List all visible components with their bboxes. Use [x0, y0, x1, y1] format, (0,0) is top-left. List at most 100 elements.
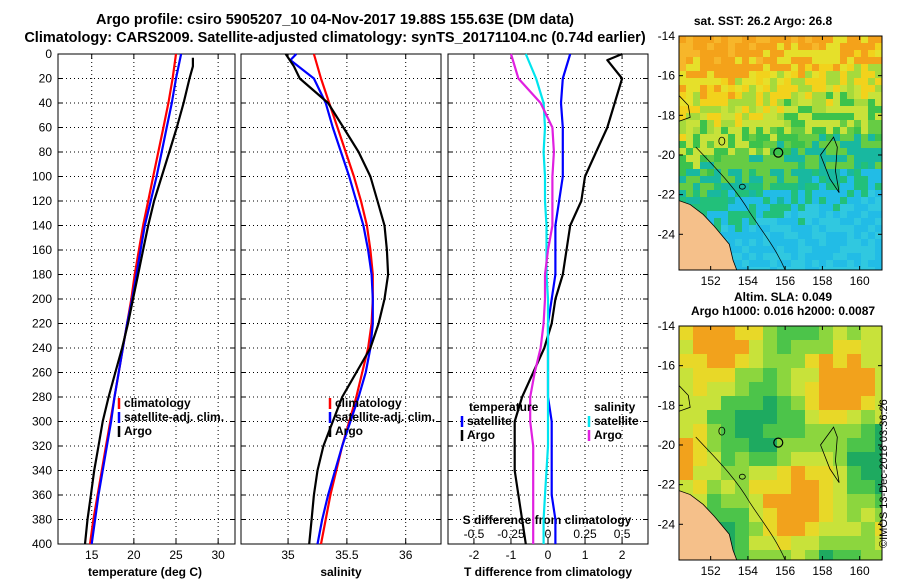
map-cell	[749, 508, 764, 523]
map-lat-label-1: -16	[658, 69, 676, 83]
map-cell	[840, 267, 848, 270]
map-cell	[777, 176, 785, 184]
map-cell	[735, 396, 750, 411]
map-cell	[868, 36, 876, 44]
map-cell	[812, 267, 820, 270]
map-lon-label-4: 160	[850, 274, 870, 288]
map-field	[679, 326, 882, 560]
map-cell	[714, 211, 722, 219]
map-cell	[798, 120, 806, 128]
map-cell	[693, 197, 701, 205]
map-cell	[791, 340, 806, 355]
map-cell	[742, 36, 750, 44]
map-cell	[777, 113, 785, 121]
map-cell	[812, 211, 820, 219]
map-cell	[861, 452, 876, 467]
map-cell	[784, 113, 792, 121]
map-cell	[749, 466, 764, 481]
map-lon-label-2: 156	[775, 274, 795, 288]
sdiff-tick-label-2: 0	[545, 527, 552, 541]
map-cell	[714, 57, 722, 65]
map-cell	[693, 183, 701, 191]
map-cell	[840, 232, 848, 240]
map-cell	[861, 232, 869, 240]
map-cell	[833, 232, 841, 240]
map-cell	[749, 326, 764, 341]
map-cell	[833, 368, 848, 383]
map-cell	[854, 267, 862, 270]
map-cell	[840, 99, 848, 107]
map-cell	[812, 239, 820, 247]
map-cell	[749, 225, 757, 233]
map-cell	[721, 71, 729, 79]
map-cell	[791, 326, 806, 341]
map-cell	[777, 50, 785, 58]
map-cell	[875, 57, 882, 65]
map-cell	[875, 120, 882, 128]
map-cell	[798, 260, 806, 268]
map-cell	[756, 57, 764, 65]
map-cell	[763, 43, 771, 51]
map-cell	[749, 57, 757, 65]
map-cell	[707, 106, 715, 114]
map-cell	[721, 92, 729, 100]
map-cell	[742, 183, 750, 191]
map-cell	[728, 155, 736, 163]
map-cell	[791, 382, 806, 397]
map-cell	[791, 176, 799, 184]
map-cell	[875, 92, 882, 100]
map-cell	[735, 550, 750, 560]
map-cell	[721, 211, 729, 219]
map-cell	[868, 85, 876, 93]
map-cell	[735, 50, 743, 58]
map-cell	[707, 85, 715, 93]
map-cell	[735, 113, 743, 121]
map-cell	[679, 92, 687, 100]
map-cell	[693, 43, 701, 51]
map-cell	[854, 260, 862, 268]
map-cell	[826, 176, 834, 184]
map-cell	[728, 50, 736, 58]
map-cell	[749, 190, 757, 198]
map-cell	[819, 64, 827, 72]
map-cell	[847, 36, 855, 44]
map-cell	[805, 438, 820, 453]
map-cell	[693, 85, 701, 93]
map-cell	[784, 239, 792, 247]
map-cell	[798, 218, 806, 226]
map-cell	[875, 452, 882, 467]
map-cell	[707, 410, 722, 425]
map-cell	[756, 113, 764, 121]
map-cell	[749, 113, 757, 121]
map-cell	[679, 57, 687, 65]
map-cell	[742, 267, 750, 270]
map-cell	[833, 169, 841, 177]
map-cell	[847, 134, 855, 142]
map-cell	[791, 155, 799, 163]
map-cell	[826, 92, 834, 100]
map-cell	[728, 64, 736, 72]
map-cell	[791, 92, 799, 100]
map-cell	[854, 239, 862, 247]
map-cell	[749, 239, 757, 247]
map-cell	[777, 260, 785, 268]
map-cell	[721, 99, 729, 107]
imos-watermark: ©IMOS 13-Dec-2018 03:36:26	[878, 399, 890, 548]
map-cell	[679, 480, 694, 495]
map-cell	[833, 494, 848, 509]
map-cell	[826, 85, 834, 93]
map-cell	[735, 267, 743, 270]
map-cell	[819, 127, 827, 135]
map-cell	[805, 382, 820, 397]
map-cell	[763, 340, 778, 355]
map-cell	[763, 239, 771, 247]
map-cell	[819, 218, 827, 226]
map-cell	[749, 218, 757, 226]
map-cell	[707, 64, 715, 72]
map-cell	[728, 225, 736, 233]
map-cell	[700, 113, 708, 121]
map-cell	[812, 155, 820, 163]
map-cell	[805, 190, 813, 198]
map-cell	[847, 120, 855, 128]
map-cell	[868, 106, 876, 114]
